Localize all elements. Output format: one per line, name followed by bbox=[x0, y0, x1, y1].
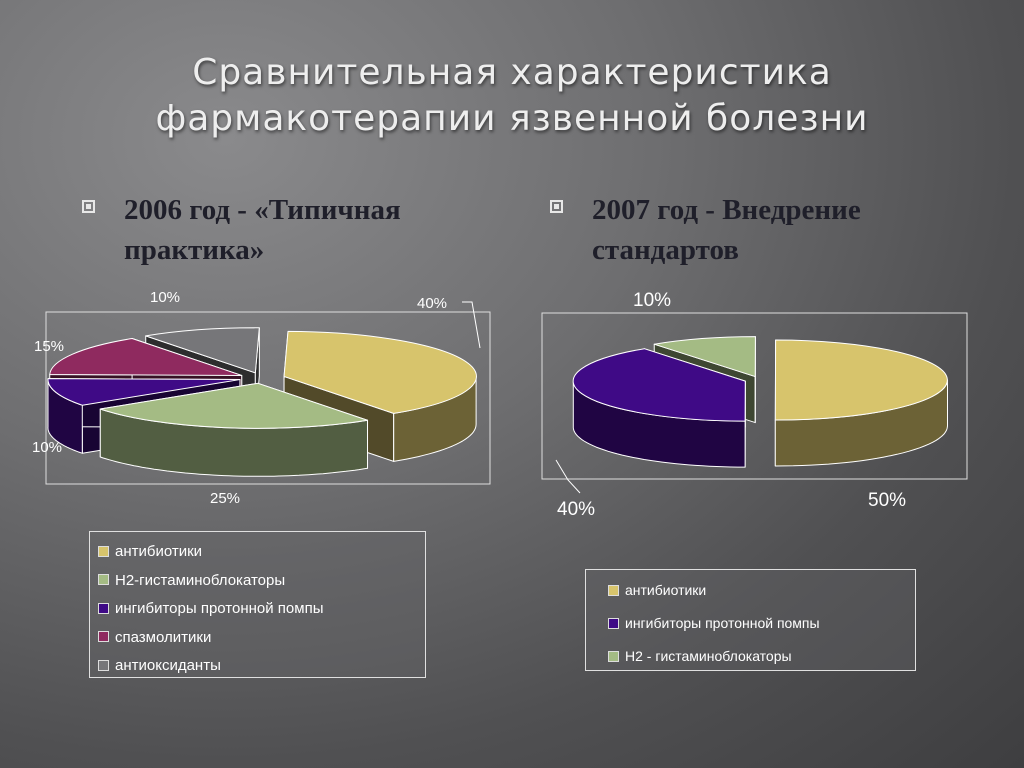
pie-2007-plot-area bbox=[541, 312, 968, 480]
data-label-2007-антибиотики: 50% bbox=[868, 490, 906, 511]
legend-swatch-icon bbox=[98, 659, 109, 671]
slice-антибиотики bbox=[774, 339, 948, 467]
data-label-2006-н2-гистаминоблокаторы: 25% bbox=[210, 490, 240, 507]
legend-label: антиоксиданты bbox=[115, 657, 221, 674]
data-label-2006-спазмолитики: 15% bbox=[34, 338, 64, 355]
data-label-2006-антибиотики: 40% bbox=[417, 295, 447, 312]
legend-label: Н2-гистаминоблокаторы bbox=[115, 571, 286, 589]
legend-item-антибиотики: антибиотики bbox=[98, 538, 425, 567]
legend-label: ингибиторы протонной помпы bbox=[625, 615, 820, 631]
legend-swatch-icon bbox=[608, 584, 619, 596]
pie-chart-2007 bbox=[572, 336, 948, 468]
slice-ингибиторы-протонной-помпы bbox=[572, 348, 746, 468]
data-label-2007-ингибиторы-протонной-помпы: 40% bbox=[557, 499, 595, 520]
legend-item-антиоксиданты: антиоксиданты bbox=[98, 652, 425, 681]
bullet-2006-line-1: 2006 год - «Типичная bbox=[124, 194, 401, 226]
slice-top-ингибиторы-протонной-помпы bbox=[47, 378, 241, 406]
slice-top-антиоксиданты bbox=[145, 327, 260, 374]
legend-label: Н2 - гистаминоблокаторы bbox=[625, 648, 792, 664]
legend-item-н2-гистаминоблокаторы: Н2-гистаминоблокаторы bbox=[98, 567, 425, 596]
legend-item-спазмолитики: спазмолитики bbox=[98, 624, 425, 653]
legend-item-н2-гистаминоблокаторы: Н2 - гистаминоблокаторы bbox=[608, 640, 915, 673]
data-label-2007-н2-гистаминоблокаторы: 10% bbox=[633, 290, 671, 311]
leader-line-ppi-2007 bbox=[555, 459, 581, 494]
pie-2006-plot-area bbox=[45, 311, 491, 485]
bullet-2007: 2007 год - Внедрение стандартов bbox=[550, 190, 972, 270]
legend-item-ингибиторы-протонной-помпы: ингибиторы протонной помпы bbox=[608, 607, 915, 640]
title-line-1: Сравнительная характеристика bbox=[192, 52, 832, 93]
slice-top-н2-гистаминоблокаторы bbox=[99, 382, 368, 429]
slice-top-антибиотики bbox=[774, 339, 948, 421]
bullet-2007-line-2: стандартов bbox=[592, 234, 739, 266]
legend-2007: антибиотики ингибиторы протонной помпы Н2 … bbox=[585, 569, 916, 671]
legend-swatch-icon bbox=[98, 631, 109, 643]
title-line-2: фармакотерапии язвенной болезни bbox=[155, 98, 869, 139]
square-bullet-icon bbox=[550, 200, 563, 213]
legend-swatch-icon bbox=[98, 602, 109, 614]
bullet-2006: 2006 год - «Типичная практика» bbox=[82, 190, 484, 270]
slice-top-антибиотики bbox=[283, 330, 477, 414]
legend-swatch-icon bbox=[98, 545, 109, 557]
data-label-2006-антиоксиданты: 10% bbox=[150, 289, 180, 306]
legend-item-антибиотики: антибиотики bbox=[608, 574, 915, 607]
pie-chart-2006 bbox=[47, 327, 477, 477]
slice-top-ингибиторы-протонной-помпы bbox=[572, 348, 746, 422]
legend-2006: антибиотики Н2-гистаминоблокаторы ингибито… bbox=[89, 531, 426, 678]
legend-swatch-icon bbox=[98, 574, 109, 586]
legend-label: спазмолитики bbox=[115, 628, 212, 646]
leader-line-antibiotics-2006 bbox=[462, 301, 481, 349]
slide-title: Сравнительная характеристика фармакотера… bbox=[0, 50, 1024, 142]
legend-item-ингибиторы-протонной-помпы: ингибиторы протонной помпы bbox=[98, 595, 425, 624]
data-label-2006-ингибиторы-протонной-помпы: 10% bbox=[32, 439, 62, 456]
legend-swatch-icon bbox=[608, 650, 619, 662]
legend-label: антибиотики bbox=[115, 543, 203, 560]
square-bullet-icon bbox=[82, 200, 95, 213]
legend-label: антибиотики bbox=[625, 582, 707, 598]
bullet-2006-line-2: практика» bbox=[124, 234, 265, 266]
legend-swatch-icon bbox=[608, 617, 619, 629]
legend-label: ингибиторы протонной помпы bbox=[115, 600, 324, 617]
slice-н2-гистаминоблокаторы bbox=[99, 382, 369, 477]
slice-top-н2-гистаминоблокаторы bbox=[653, 336, 756, 378]
slice-top-спазмолитики bbox=[49, 338, 243, 376]
data-labels: 40% 25% 10% 15% 10% 50% 40% 10% bbox=[32, 289, 906, 520]
bullet-2007-line-1: 2007 год - Внедрение bbox=[592, 194, 861, 226]
